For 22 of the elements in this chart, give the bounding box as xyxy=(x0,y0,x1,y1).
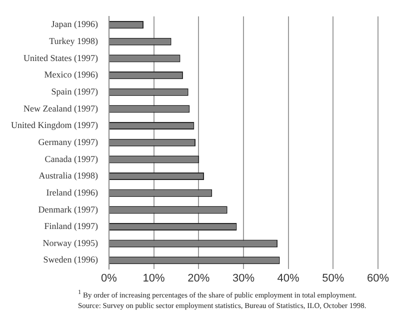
x-tick-label: 30% xyxy=(232,272,255,284)
y-tick-label: Australia (1998) xyxy=(38,170,98,181)
y-tick-label: Canada (1997) xyxy=(44,154,98,164)
y-tick-label: United States (1997) xyxy=(23,52,98,63)
x-tick-label: 60% xyxy=(366,272,390,284)
y-tick-label: Ireland (1996) xyxy=(46,187,98,198)
y-tick-label: Japan (1996) xyxy=(51,19,98,30)
y-tick-label: Denmark (1997) xyxy=(38,204,98,214)
y-tick-label: New Zealand (1997) xyxy=(24,103,98,114)
x-tick-label: 40% xyxy=(277,272,300,284)
x-tick-label: 10% xyxy=(142,272,166,284)
x-tick-label: 0% xyxy=(101,272,118,284)
x-tick-label: 20% xyxy=(188,272,210,284)
x-tick-label: 50% xyxy=(322,272,344,284)
y-tick-label: Norway (1995) xyxy=(42,238,98,248)
y-tick-label: Turkey 1998) xyxy=(49,36,98,46)
y-tick-label: Germany (1997) xyxy=(38,136,98,147)
y-tick-label: Spain (1997) xyxy=(51,86,98,96)
y-tick-label: Sweden (1996) xyxy=(43,254,98,265)
y-tick-label: Mexico (1996) xyxy=(44,70,98,80)
y-tick-label: Finland (1997) xyxy=(44,221,98,232)
y-tick-label: United Kingdom (1997) xyxy=(10,120,98,130)
